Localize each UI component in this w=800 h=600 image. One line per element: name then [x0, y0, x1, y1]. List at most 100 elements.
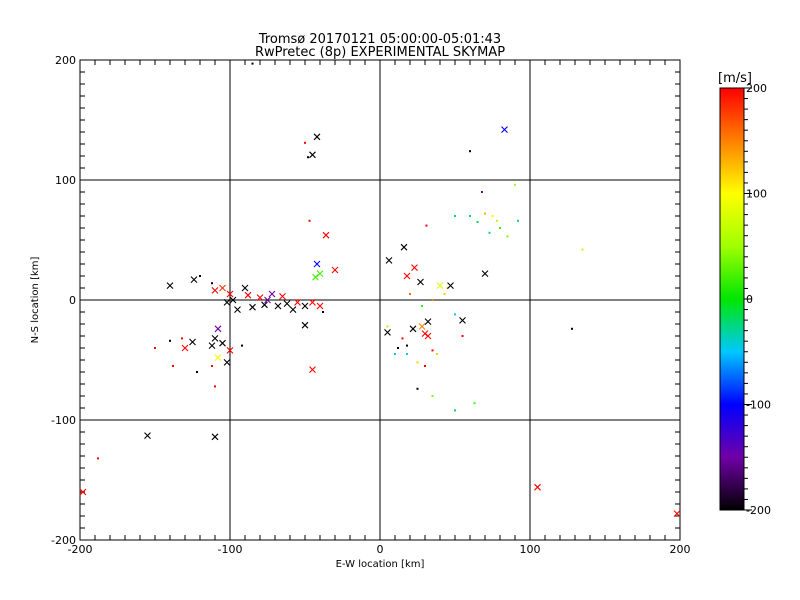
colorbar: [m/s] 200 100 0 -100 -200 [718, 71, 771, 517]
data-point-dot [488, 231, 491, 234]
data-point-dot [307, 156, 309, 159]
colorbar-tick-label: 0 [746, 293, 753, 306]
data-point-x [219, 339, 226, 347]
data-point-x [400, 243, 408, 251]
data-point-x [229, 296, 237, 304]
data-point-x [424, 318, 432, 325]
data-point-x [322, 231, 330, 239]
data-point-dot [491, 215, 494, 217]
data-point-dot [154, 347, 156, 349]
colorbar-tick-label: 100 [746, 188, 767, 201]
colorbar-ticks: 200 100 0 -100 -200 [719, 82, 771, 517]
x-axis-label: E-W location [km] [336, 559, 425, 570]
data-point-x [144, 432, 151, 439]
data-point-x [249, 303, 256, 311]
data-point-dot [499, 227, 501, 229]
data-point-x [436, 282, 444, 289]
data-point-dot [169, 339, 171, 342]
data-point-x [283, 300, 291, 307]
data-point-dot [181, 337, 183, 340]
data-point-dot [211, 282, 213, 285]
data-point-x [261, 301, 268, 309]
data-point-x [244, 291, 252, 299]
colorbar-label: [m/s] [718, 71, 752, 86]
data-point-dot [241, 344, 243, 347]
data-point-x [190, 276, 198, 283]
data-point-dot [443, 293, 446, 295]
data-point-x [384, 329, 391, 336]
data-point-dot [308, 219, 311, 222]
data-point-x [289, 306, 297, 313]
data-point-x [313, 133, 321, 141]
data-point-dot [454, 215, 456, 217]
data-point-dot [416, 361, 419, 364]
data-point-dot [211, 365, 213, 367]
data-point-dot [406, 353, 408, 355]
data-point-dot [401, 337, 404, 340]
data-point-dot [172, 365, 174, 367]
data-point-x [447, 282, 454, 289]
data-point-x [534, 483, 541, 491]
data-point-x [418, 323, 426, 330]
data-point-dot [506, 235, 509, 238]
y-tick-label: 100 [55, 174, 76, 187]
data-point-dot [454, 409, 456, 412]
data-point-x [313, 260, 321, 268]
x-tick-label: -100 [218, 543, 243, 556]
data-point-dot [454, 313, 456, 316]
data-point-x [501, 126, 508, 133]
data-point-dot [421, 305, 423, 307]
data-point-dot [394, 353, 396, 355]
data-point-x [294, 299, 301, 306]
data-point-x [411, 264, 418, 271]
data-point-dot [397, 347, 399, 349]
data-point-x [279, 293, 286, 300]
data-point-x [673, 510, 681, 517]
data-point-x [316, 302, 324, 310]
data-point-dot [214, 385, 216, 388]
data-point-x [301, 321, 309, 329]
data-point-x [211, 335, 219, 342]
data-point-x [309, 299, 316, 306]
data-point-x [166, 282, 174, 289]
data-point-dot [496, 219, 498, 222]
x-tick-labels: -200 -100 0 100 200 [68, 543, 691, 556]
data-point-dot [406, 344, 408, 347]
data-point-dot [436, 353, 438, 355]
y-tick-label: -100 [51, 414, 76, 427]
data-point-dot [416, 387, 419, 390]
data-point-x [409, 325, 417, 333]
data-point-x [312, 273, 319, 281]
data-point-x [301, 302, 309, 310]
data-point-x [385, 257, 393, 264]
chart-subtitle: RwPretec (8p) EXPERIMENTAL SKYMAP [255, 45, 505, 60]
colorbar-tick-label: 200 [746, 82, 767, 95]
data-point-x [223, 299, 231, 306]
x-tick-label: -200 [68, 543, 93, 556]
data-point-x [268, 290, 276, 298]
data-point-x [79, 488, 87, 496]
data-point-dot [424, 365, 426, 367]
data-point-x [459, 317, 466, 324]
data-point-dot [571, 327, 573, 330]
data-point-dot [196, 371, 198, 373]
data-point-x [403, 272, 411, 280]
data-point-x [331, 266, 339, 274]
x-tick-label: 200 [670, 543, 691, 556]
grid-lines [80, 60, 680, 540]
y-tick-labels: -200 -100 0 100 200 [51, 54, 76, 547]
chart-title: Tromsø 20170121 05:00:00-05:01:43 [258, 32, 501, 47]
data-point-x [274, 302, 282, 310]
data-point-x [481, 270, 489, 277]
data-point-x [226, 347, 234, 354]
data-point-dot [431, 395, 434, 397]
x-tick-label: 100 [520, 543, 541, 556]
x-tick-label: 0 [377, 543, 384, 556]
data-point-dot [409, 293, 411, 295]
data-point-x [181, 344, 189, 352]
data-point-x [211, 287, 219, 294]
data-point-dot [481, 191, 483, 193]
data-point-dot [469, 215, 471, 217]
data-point-dot [514, 183, 516, 186]
